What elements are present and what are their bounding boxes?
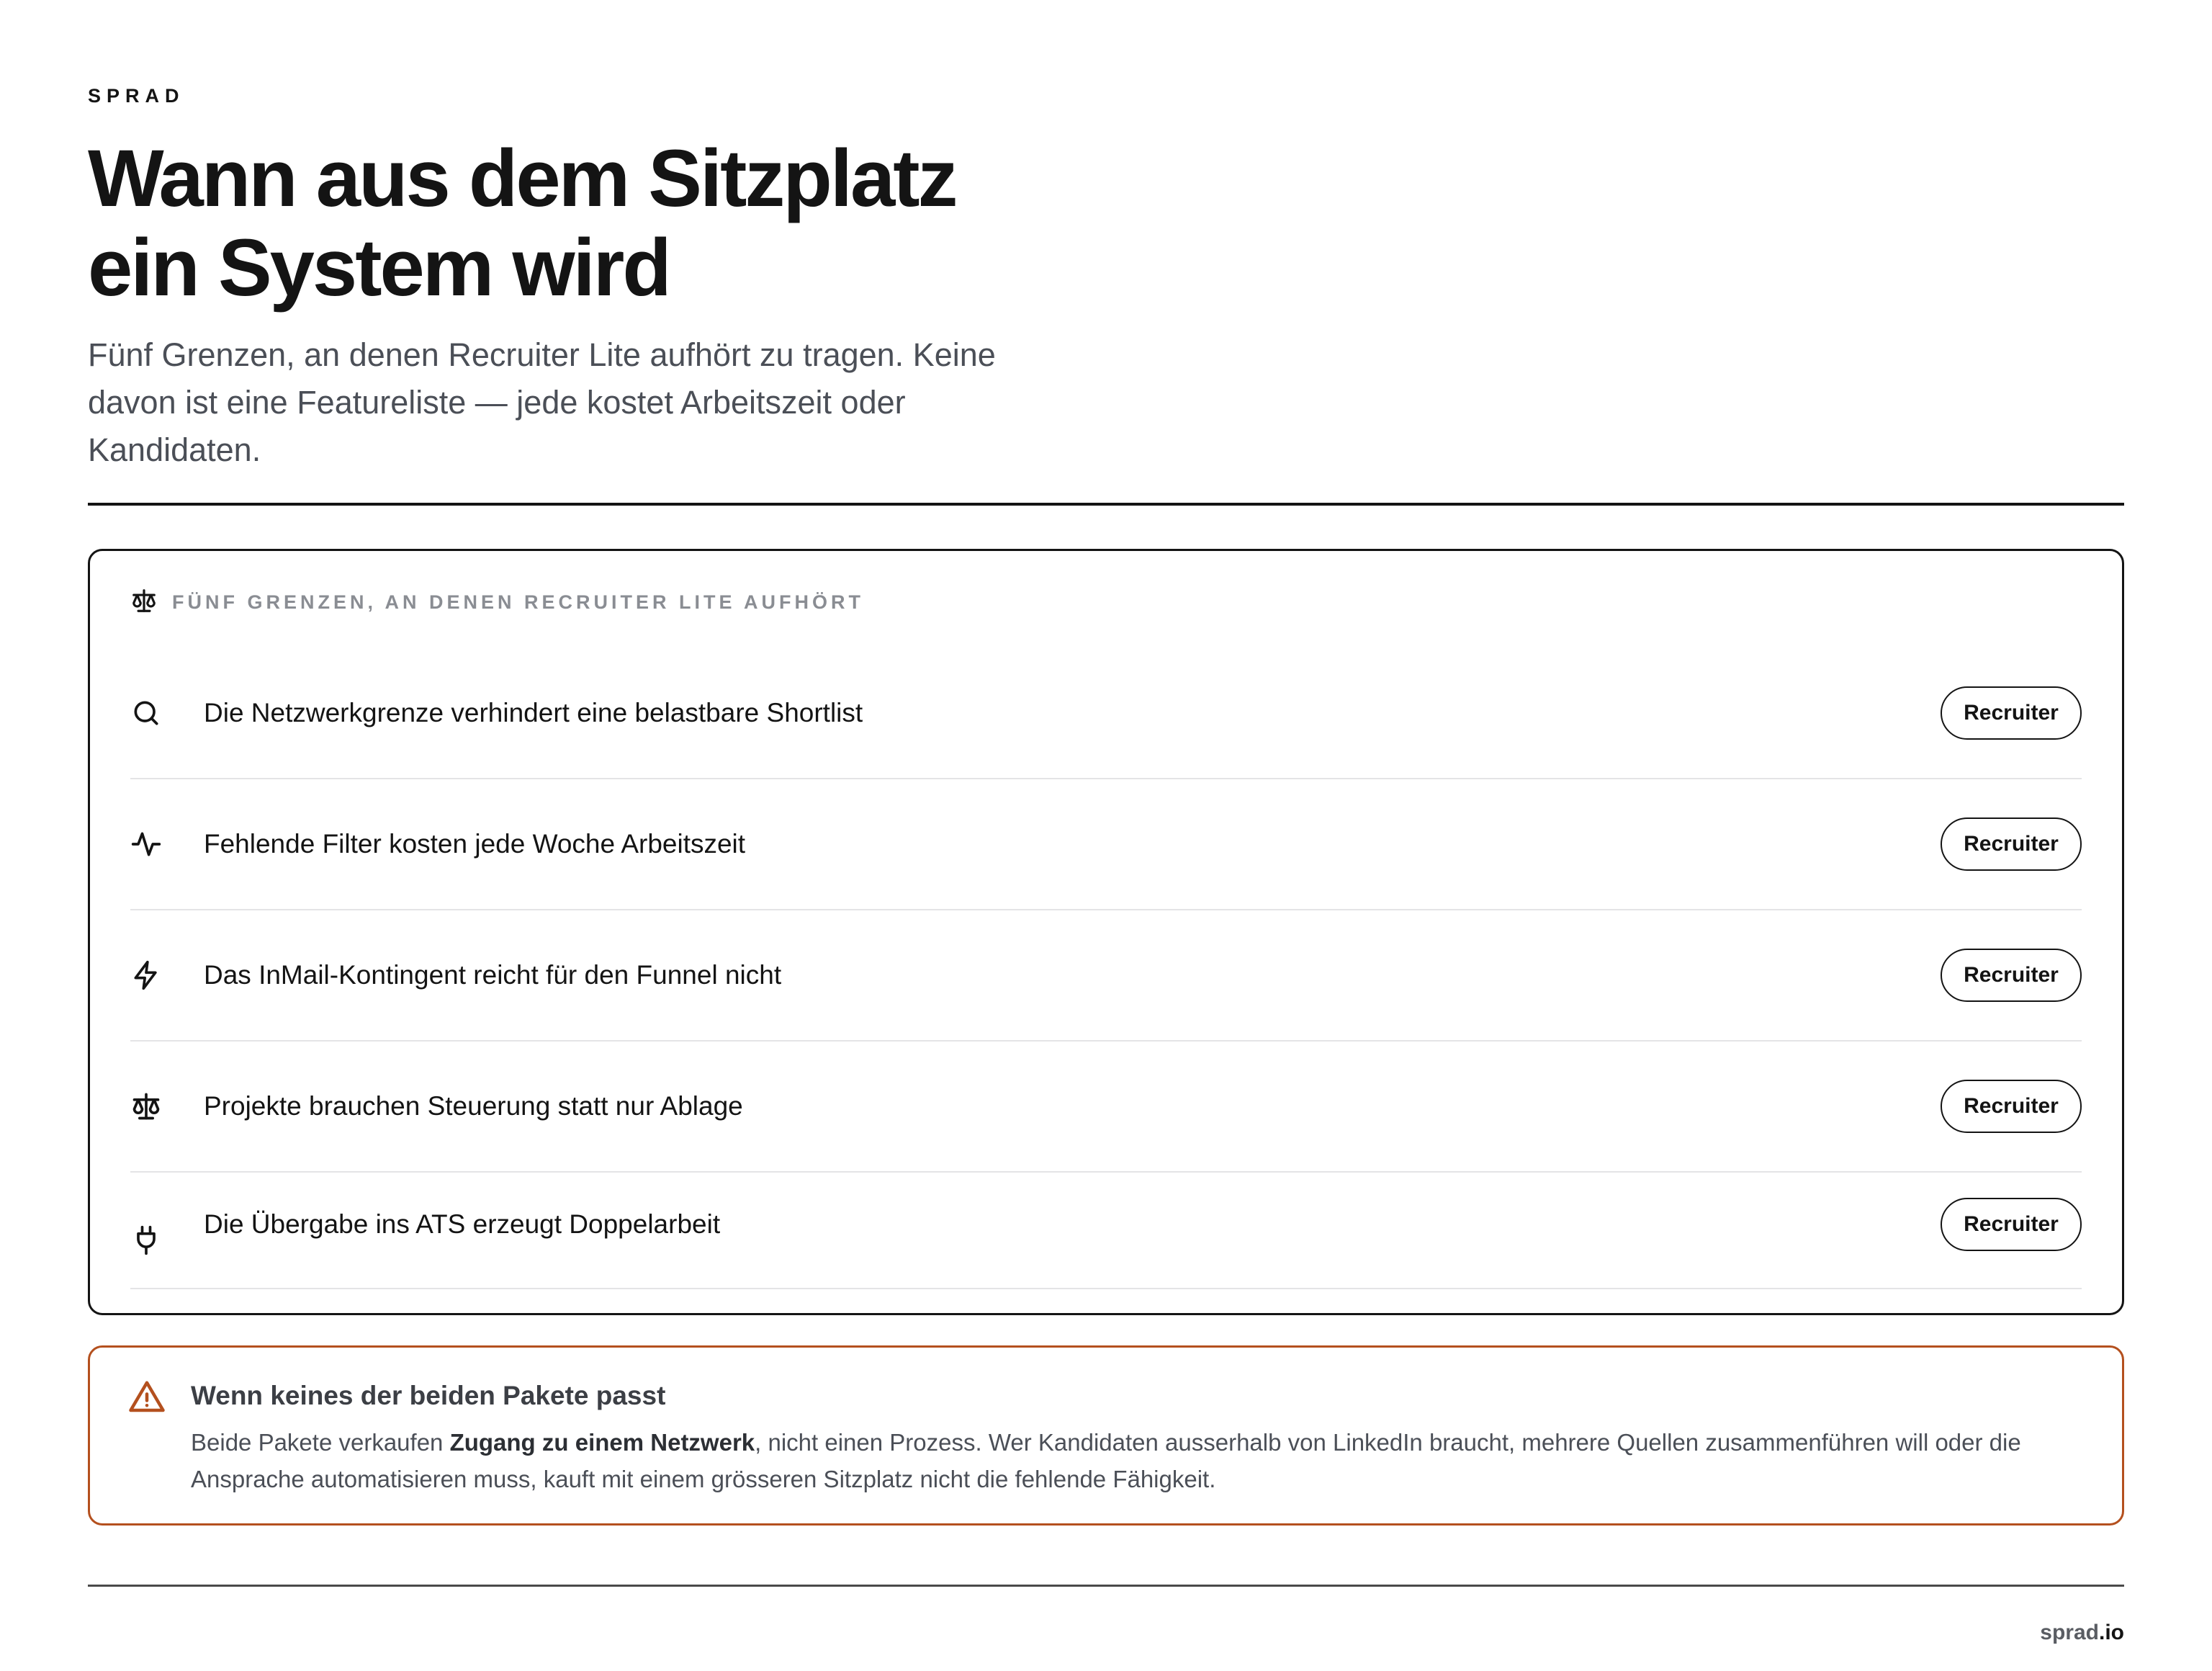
list-item[interactable]: Das InMail-Kontingent reicht für den Fun…	[130, 910, 2082, 1041]
lightning-icon	[130, 959, 162, 991]
page-title: Wann aus dem Sitzplatz ein System wird	[88, 134, 1096, 313]
footer-site-name: sprad	[2040, 1621, 2099, 1644]
scale-icon	[130, 1090, 162, 1122]
footer-divider	[88, 1585, 2124, 1587]
warning-title: Wenn keines der beiden Pakete passt	[191, 1381, 666, 1410]
warning-callout: Wenn keines der beiden Pakete passt Beid…	[88, 1345, 2124, 1526]
warning-triangle-icon	[127, 1378, 166, 1417]
recruiter-tag-button[interactable]: Recruiter	[1941, 686, 2082, 740]
page-subtitle: Fünf Grenzen, an denen Recruiter Lite au…	[88, 336, 996, 468]
list-item-label: Fehlende Filter kosten jede Woche Arbeit…	[204, 829, 746, 859]
footer-site-tld: .io	[2099, 1621, 2124, 1644]
panel-header-label: FÜNF GRENZEN, AN DENEN RECRUITER LITE AU…	[172, 591, 864, 613]
recruiter-tag-button[interactable]: Recruiter	[1941, 817, 2082, 871]
recruiter-tag-button[interactable]: Recruiter	[1941, 949, 2082, 1002]
recruiter-tag-button[interactable]: Recruiter	[1941, 1198, 2082, 1251]
warning-body-end: , nicht einen Prozess. Wer Kandidaten au…	[191, 1429, 2021, 1492]
activity-icon	[130, 828, 162, 860]
warning-body: Beide Pakete verkaufen Zugang zu einem N…	[191, 1424, 2092, 1497]
limits-panel: FÜNF GRENZEN, AN DENEN RECRUITER LITE AU…	[88, 549, 2124, 1315]
list-item-label: Die Netzwerkgrenze verhindert eine belas…	[204, 698, 863, 727]
plug-icon	[130, 1224, 162, 1256]
list-item-label: Projekte brauchen Steuerung statt nur Ab…	[204, 1091, 743, 1121]
page-title-line-2: ein System wird	[88, 223, 672, 313]
warning-body-start: Beide Pakete verkaufen	[191, 1429, 450, 1456]
warning-body-emphasis: Zugang zu einem Netzwerk	[449, 1429, 755, 1456]
search-icon	[130, 697, 162, 729]
footer-site-link[interactable]: sprad.io	[2040, 1621, 2124, 1645]
list-item-label: Das InMail-Kontingent reicht für den Fun…	[204, 960, 782, 990]
scale-icon	[130, 587, 158, 618]
recruiter-tag-button[interactable]: Recruiter	[1941, 1080, 2082, 1133]
list-item[interactable]: Die Netzwerkgrenze verhindert eine belas…	[130, 648, 2082, 779]
list-item[interactable]: Die Übergabe ins ATS erzeugt Doppelarbei…	[130, 1173, 2082, 1289]
list-item[interactable]: Projekte brauchen Steuerung statt nur Ab…	[130, 1041, 2082, 1173]
limits-list: Die Netzwerkgrenze verhindert eine belas…	[130, 648, 2082, 1289]
header-divider	[88, 503, 2124, 506]
panel-header: FÜNF GRENZEN, AN DENEN RECRUITER LITE AU…	[130, 587, 864, 618]
list-item[interactable]: Fehlende Filter kosten jede Woche Arbeit…	[130, 779, 2082, 910]
page-title-line-1: Wann aus dem Sitzplatz	[88, 133, 958, 223]
list-item-label: Die Übergabe ins ATS erzeugt Doppelarbei…	[204, 1209, 721, 1239]
brand-wordmark: SPRAD	[88, 85, 185, 107]
